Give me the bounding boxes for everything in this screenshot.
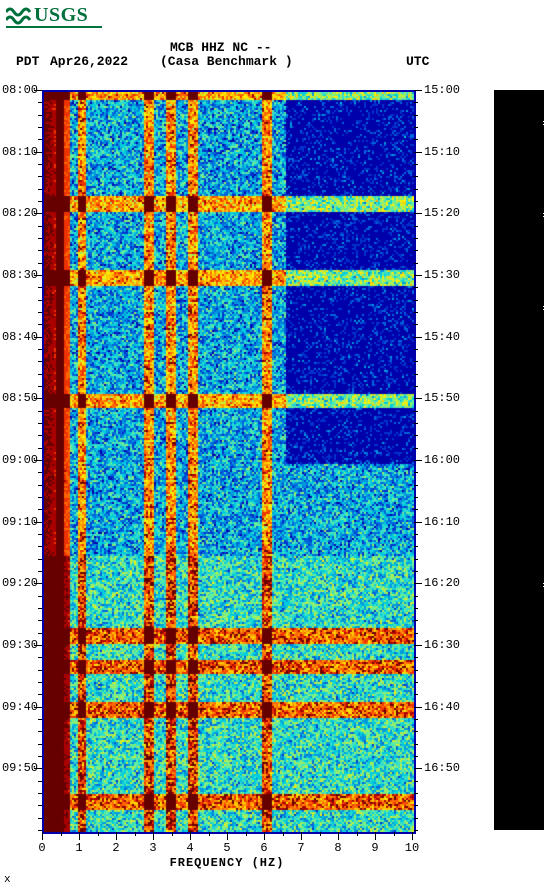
- y-right-label: 15:00: [424, 83, 464, 97]
- y-right-label: 16:40: [424, 700, 464, 714]
- strip-tick: [543, 121, 547, 122]
- y-left-label: 08:10: [0, 145, 38, 159]
- x-label: 4: [186, 841, 193, 855]
- y-right-label: 16:10: [424, 515, 464, 529]
- usgs-logo: USGS: [6, 4, 88, 27]
- y-left-label: 09:00: [0, 453, 38, 467]
- station-code: MCB HHZ NC --: [170, 40, 271, 55]
- y-left-label: 08:20: [0, 206, 38, 220]
- y-right-label: 15:10: [424, 145, 464, 159]
- y-left-label: 09:50: [0, 761, 38, 775]
- strip-tick: [543, 306, 547, 307]
- x-axis-title: FREQUENCY (HZ): [0, 856, 454, 870]
- station-name: (Casa Benchmark ): [160, 54, 293, 69]
- x-label: 7: [297, 841, 304, 855]
- y-right-label: 16:20: [424, 576, 464, 590]
- y-right-label: 16:50: [424, 761, 464, 775]
- y-left-label: 09:10: [0, 515, 38, 529]
- footnote: x: [4, 874, 11, 886]
- page: { "logo": { "text": "USGS", "brand_color…: [0, 0, 552, 892]
- y-right-label: 15:20: [424, 206, 464, 220]
- strip-tick: [543, 583, 547, 584]
- y-left-label: 09:40: [0, 700, 38, 714]
- strip-tick: [543, 213, 547, 214]
- y-right-label: 15:40: [424, 330, 464, 344]
- spectrogram-area: [42, 90, 412, 830]
- x-label: 0: [38, 841, 45, 855]
- x-label: 8: [334, 841, 341, 855]
- logo-text: USGS: [34, 4, 88, 27]
- spectrogram-canvas: [42, 90, 416, 834]
- y-left-label: 09:30: [0, 638, 38, 652]
- x-label: 10: [405, 841, 419, 855]
- x-label: 6: [260, 841, 267, 855]
- y-right-label: 16:30: [424, 638, 464, 652]
- y-right-label: 16:00: [424, 453, 464, 467]
- y-left-label: 08:40: [0, 330, 38, 344]
- wave-icon: [6, 6, 32, 26]
- y-left-label: 08:30: [0, 268, 38, 282]
- y-left-label: 08:50: [0, 391, 38, 405]
- y-right-label: 15:30: [424, 268, 464, 282]
- right-timezone-label: UTC: [406, 54, 429, 69]
- y-left-label: 08:00: [0, 83, 38, 97]
- x-label: 9: [371, 841, 378, 855]
- side-strip: [494, 90, 544, 830]
- x-label: 3: [149, 841, 156, 855]
- x-label: 1: [75, 841, 82, 855]
- left-timezone-label: PDT: [16, 54, 39, 69]
- date-label: Apr26,2022: [50, 54, 128, 69]
- x-label: 2: [112, 841, 119, 855]
- logo-underline: [6, 26, 102, 28]
- y-left-label: 09:20: [0, 576, 38, 590]
- x-label: 5: [223, 841, 230, 855]
- y-right-label: 15:50: [424, 391, 464, 405]
